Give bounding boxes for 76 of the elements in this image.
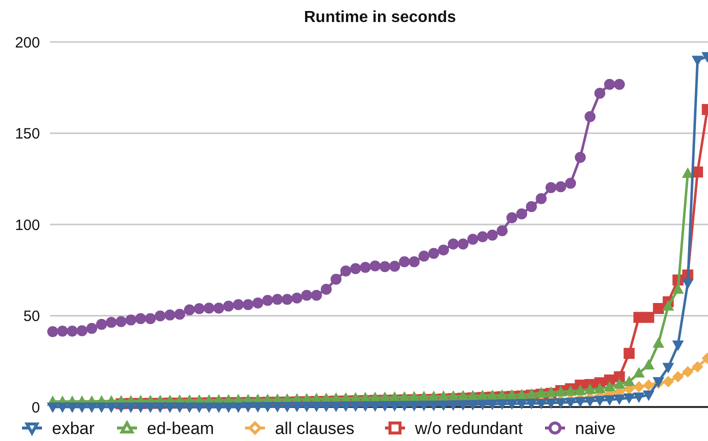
point bbox=[252, 298, 264, 308]
chart-title: Runtime in seconds bbox=[304, 9, 456, 26]
point bbox=[574, 152, 586, 163]
point bbox=[66, 326, 78, 337]
point bbox=[350, 263, 362, 274]
point bbox=[536, 193, 547, 204]
point bbox=[398, 256, 410, 268]
point bbox=[125, 314, 136, 326]
point bbox=[594, 88, 606, 99]
point bbox=[477, 231, 488, 242]
point bbox=[330, 274, 342, 285]
point bbox=[144, 313, 156, 324]
point bbox=[428, 248, 440, 259]
point bbox=[242, 299, 254, 310]
point bbox=[272, 294, 283, 305]
point bbox=[282, 294, 293, 305]
point bbox=[213, 302, 224, 314]
point bbox=[662, 376, 674, 388]
point bbox=[633, 381, 644, 392]
point bbox=[76, 325, 88, 336]
point bbox=[467, 234, 478, 245]
point bbox=[194, 303, 205, 314]
point bbox=[458, 238, 469, 250]
point bbox=[56, 326, 68, 337]
point bbox=[174, 308, 186, 320]
point bbox=[584, 111, 596, 122]
point bbox=[496, 225, 508, 236]
point bbox=[86, 322, 98, 334]
point bbox=[262, 294, 274, 306]
point bbox=[389, 260, 400, 272]
point bbox=[223, 300, 234, 312]
point bbox=[565, 178, 576, 189]
point bbox=[370, 260, 381, 272]
point bbox=[486, 230, 498, 241]
y-tick-label: 50 bbox=[23, 308, 40, 325]
point bbox=[301, 290, 312, 301]
point bbox=[232, 299, 244, 310]
point bbox=[614, 78, 625, 90]
point bbox=[311, 290, 322, 301]
legend-label: all clauses bbox=[275, 418, 354, 438]
point bbox=[682, 366, 694, 378]
point bbox=[526, 201, 537, 212]
point bbox=[418, 250, 430, 262]
legend-label: ed-beam bbox=[147, 418, 214, 438]
point bbox=[96, 318, 108, 330]
point bbox=[291, 292, 302, 304]
y-tick-label: 0 bbox=[32, 399, 40, 416]
point bbox=[204, 302, 215, 314]
point bbox=[340, 266, 352, 277]
y-tick-label: 150 bbox=[14, 126, 40, 142]
point bbox=[555, 181, 566, 192]
y-tick-label: 200 bbox=[14, 34, 40, 52]
point bbox=[379, 261, 390, 272]
point bbox=[154, 310, 166, 322]
point bbox=[448, 238, 459, 250]
point bbox=[360, 262, 371, 273]
point bbox=[516, 208, 528, 220]
point bbox=[408, 256, 420, 268]
point bbox=[106, 316, 117, 328]
point bbox=[47, 326, 58, 338]
point bbox=[692, 361, 704, 372]
y-tick-label: 100 bbox=[14, 216, 40, 234]
point bbox=[184, 304, 195, 316]
point bbox=[320, 284, 332, 295]
point bbox=[506, 212, 518, 224]
point bbox=[135, 313, 146, 324]
point bbox=[643, 380, 654, 391]
point bbox=[116, 316, 127, 328]
point bbox=[672, 371, 684, 382]
point bbox=[164, 310, 176, 320]
point bbox=[545, 182, 556, 194]
point bbox=[604, 78, 616, 90]
legend-label: exbar bbox=[52, 418, 95, 438]
legend-label: naive bbox=[575, 418, 616, 438]
legend-label: w/o redundant bbox=[414, 418, 524, 438]
point bbox=[438, 244, 449, 256]
